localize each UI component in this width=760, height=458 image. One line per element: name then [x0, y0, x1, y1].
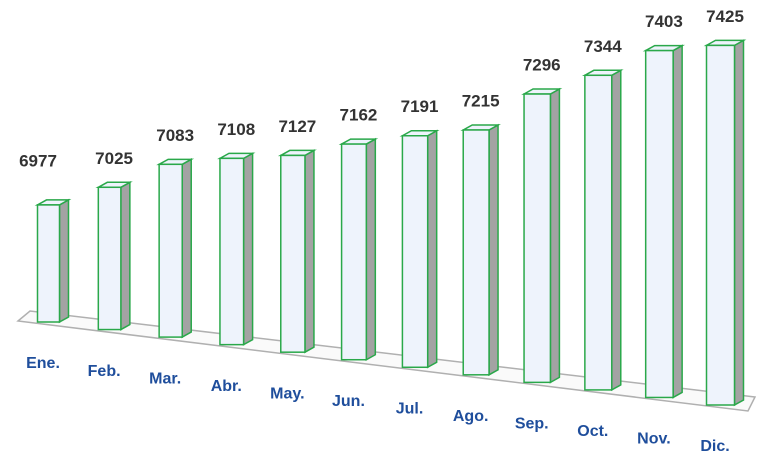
bar-front: [219, 157, 245, 346]
bar-side: [58, 198, 70, 324]
bar-front: [340, 143, 368, 361]
data-label: 7025: [95, 149, 133, 168]
floor: [16, 310, 757, 412]
bar-side: [611, 69, 622, 392]
bar: [277, 149, 317, 354]
bar-front: [523, 93, 552, 384]
bar: [581, 69, 624, 392]
data-label: 7191: [401, 97, 439, 116]
bar-front: [462, 129, 490, 376]
bar-front: [644, 49, 674, 399]
x-tick-label: May.: [270, 385, 304, 402]
bar-side: [304, 149, 315, 354]
data-label: 6977: [19, 151, 57, 170]
bar: [34, 198, 72, 324]
x-tick-label: Ago.: [453, 408, 489, 425]
bar: [95, 181, 133, 331]
bar-front: [97, 186, 122, 331]
data-label: 7127: [278, 117, 316, 136]
bar: [642, 44, 686, 399]
data-label: 7403: [645, 12, 683, 31]
data-label: 7083: [156, 126, 194, 145]
bar-side: [733, 39, 745, 407]
data-label: 7215: [462, 91, 500, 110]
bar-side: [365, 137, 377, 362]
x-tick-label: Sep.: [515, 416, 549, 433]
x-tick-label: Nov.: [637, 431, 670, 448]
bar-front: [36, 204, 61, 323]
data-label: 7108: [217, 120, 255, 139]
data-label: 7425: [706, 7, 744, 26]
bar-front: [401, 134, 429, 369]
bar: [399, 129, 440, 369]
bar: [338, 137, 379, 362]
bar-front: [158, 163, 183, 338]
bar: [521, 87, 563, 384]
bar-side: [549, 87, 561, 384]
bar-front: [584, 74, 613, 391]
bar-front: [705, 44, 736, 406]
bar-side: [120, 181, 131, 331]
x-tick-label: Abr.: [211, 378, 242, 395]
bar-side: [426, 129, 438, 369]
x-tick-label: Ene.: [26, 355, 60, 372]
bar-side: [242, 152, 254, 346]
x-tick-label: Dic.: [700, 438, 729, 455]
x-tick-label: Mar.: [149, 370, 181, 387]
x-tick-label: Jul.: [396, 400, 424, 417]
x-tick-label: Feb.: [88, 363, 121, 380]
bar-side: [488, 123, 499, 377]
x-tick-label: Jun.: [332, 393, 365, 410]
data-label: 7296: [523, 56, 561, 75]
bar-front: [280, 154, 306, 353]
bar: [703, 39, 747, 407]
bar-side: [181, 158, 192, 339]
bar: [460, 123, 501, 377]
x-tick-label: Oct.: [577, 423, 608, 440]
bar: [217, 152, 256, 346]
data-label: 7344: [584, 37, 622, 56]
bar: [156, 158, 195, 339]
bar-side: [672, 44, 683, 399]
data-label: 7162: [340, 106, 378, 125]
